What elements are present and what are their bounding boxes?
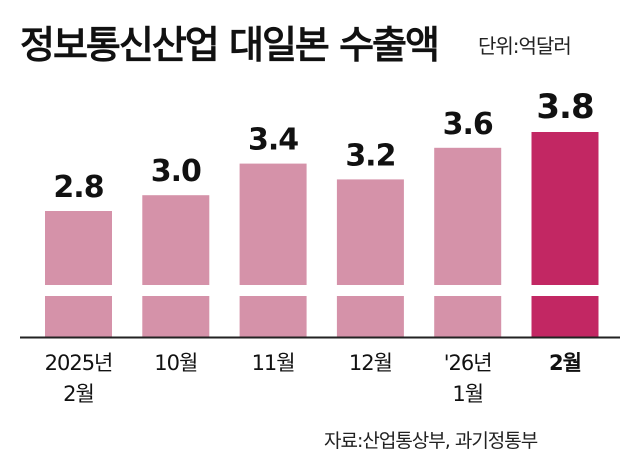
axis-break-4 — [433, 285, 503, 296]
value-label-2: 3.4 — [248, 123, 298, 158]
unit-label: 단위:억달러 — [478, 34, 572, 58]
axis-break-3 — [335, 285, 405, 296]
category-label-3: 12월 — [349, 351, 392, 375]
bar-5 — [531, 132, 599, 337]
value-label-5: 3.8 — [536, 87, 593, 127]
bar-2 — [239, 163, 307, 337]
axis-break-0 — [44, 285, 113, 296]
axis-break-2 — [238, 285, 308, 296]
chart-title: 정보통신산업 대일본 수출액 — [20, 23, 440, 67]
value-label-0: 2.8 — [53, 170, 103, 205]
category-label-2: 11월 — [252, 351, 295, 375]
value-label-1: 3.0 — [151, 154, 201, 189]
category-label-0-line-1: 2월 — [63, 382, 94, 406]
category-label-1: 10월 — [154, 351, 197, 375]
bar-0 — [45, 211, 112, 337]
axis-break-1 — [141, 285, 211, 296]
category-label-0-line-0: 2025년 — [45, 351, 113, 375]
axis-break-5 — [530, 285, 600, 296]
bar-4 — [434, 147, 502, 337]
source-note: 자료:산업통상부, 과기정통부 — [324, 430, 538, 452]
bar-1 — [142, 195, 210, 337]
value-label-3: 3.2 — [345, 138, 395, 173]
value-label-4: 3.6 — [443, 107, 493, 142]
bar-3 — [336, 179, 404, 337]
category-label-5: 2월 — [549, 351, 581, 375]
category-label-4-line-0: '26년 — [444, 351, 492, 375]
category-label-4-line-1: 1월 — [452, 382, 483, 406]
